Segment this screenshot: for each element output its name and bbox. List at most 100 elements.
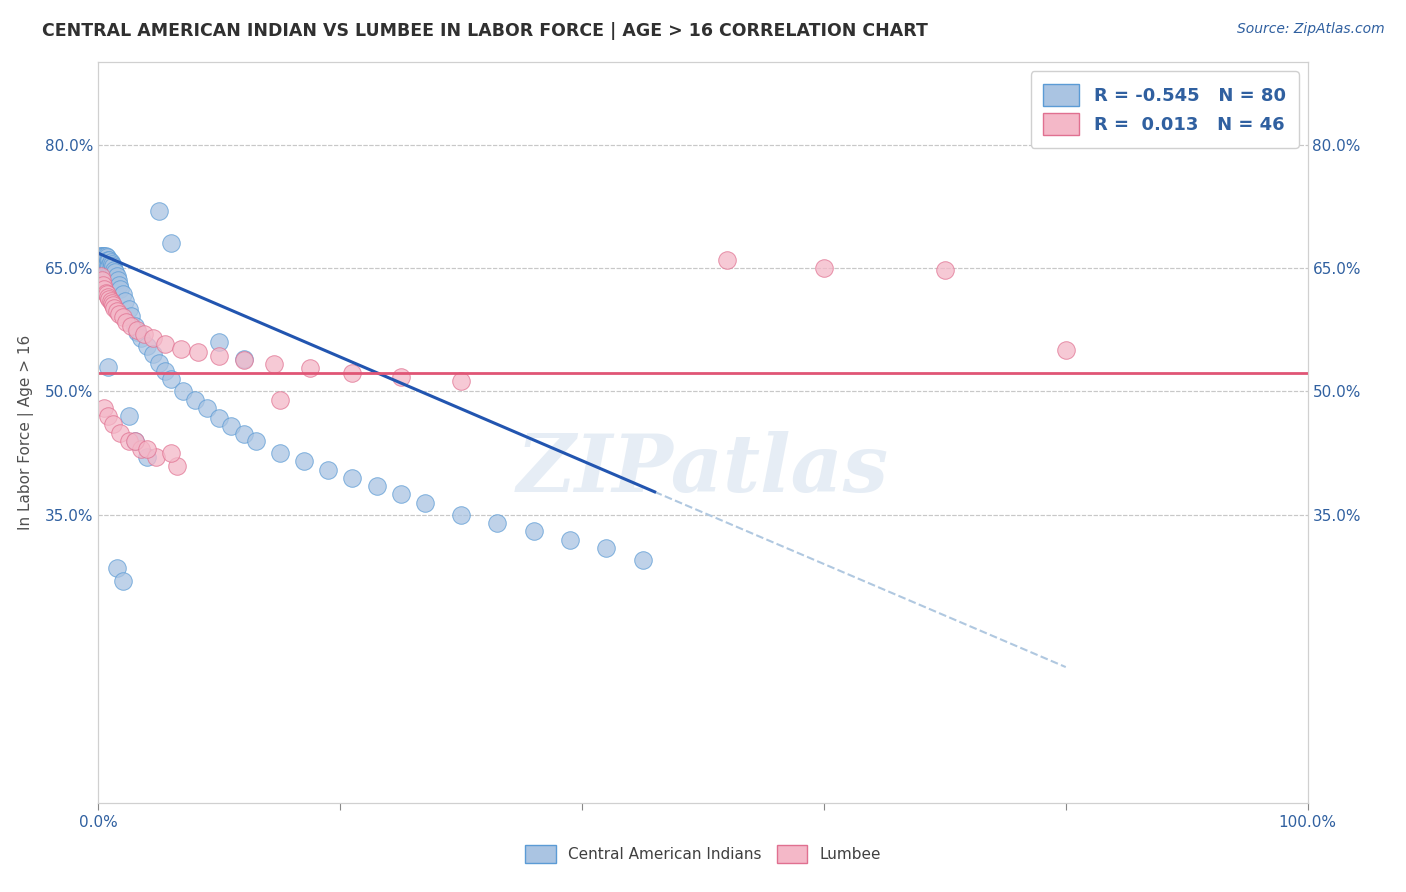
Text: Source: ZipAtlas.com: Source: ZipAtlas.com	[1237, 22, 1385, 37]
Point	[558, 533, 581, 547]
Point	[100, 265, 122, 279]
Point	[187, 345, 209, 359]
Point	[366, 479, 388, 493]
Point	[94, 254, 117, 268]
Point	[389, 487, 412, 501]
Point	[195, 401, 218, 415]
Point	[96, 257, 118, 271]
Point	[450, 374, 472, 388]
Point	[523, 524, 546, 539]
Point	[105, 561, 128, 575]
Point	[450, 508, 472, 522]
Point	[934, 262, 956, 277]
Point	[101, 268, 124, 282]
Point	[342, 366, 364, 380]
Point	[232, 427, 254, 442]
Point	[232, 351, 254, 366]
Point	[1054, 343, 1077, 358]
Point	[93, 261, 115, 276]
Point	[269, 392, 291, 407]
Point	[89, 249, 111, 263]
Point	[98, 268, 121, 282]
Point	[91, 277, 114, 292]
Point	[160, 236, 183, 251]
Point	[100, 269, 122, 284]
Point	[97, 260, 120, 274]
Point	[134, 326, 156, 341]
Point	[342, 471, 364, 485]
Point	[124, 434, 146, 448]
Point	[716, 252, 738, 267]
Point	[97, 252, 120, 267]
Point	[91, 249, 114, 263]
Point	[98, 252, 121, 267]
Point	[118, 409, 141, 424]
Point	[103, 301, 125, 315]
Point	[93, 249, 115, 263]
Point	[108, 277, 131, 292]
Point	[107, 273, 129, 287]
Point	[595, 541, 617, 555]
Point	[96, 287, 118, 301]
Point	[97, 290, 120, 304]
Point	[101, 260, 124, 274]
Point	[100, 295, 122, 310]
Point	[232, 353, 254, 368]
Point	[91, 273, 114, 287]
Point	[105, 269, 128, 284]
Point	[90, 249, 112, 263]
Point	[129, 442, 152, 456]
Point	[111, 574, 134, 588]
Point	[101, 298, 124, 312]
Point	[148, 356, 170, 370]
Point	[91, 261, 114, 276]
Point	[90, 269, 112, 284]
Point	[135, 450, 157, 465]
Point	[631, 553, 654, 567]
Point	[91, 257, 114, 271]
Point	[111, 310, 134, 325]
Text: ZIPatlas: ZIPatlas	[517, 431, 889, 508]
Point	[142, 347, 165, 361]
Point	[129, 331, 152, 345]
Point	[100, 261, 122, 276]
Point	[120, 309, 142, 323]
Point	[91, 252, 114, 267]
Point	[263, 357, 285, 371]
Y-axis label: In Labor Force | Age > 16: In Labor Force | Age > 16	[18, 335, 34, 530]
Point	[148, 203, 170, 218]
Point	[97, 409, 120, 424]
Point	[93, 401, 115, 415]
Point	[208, 349, 231, 363]
Point	[208, 335, 231, 350]
Point	[108, 282, 131, 296]
Legend: Central American Indians, Lumbee: Central American Indians, Lumbee	[519, 839, 887, 869]
Point	[221, 419, 243, 434]
Point	[120, 318, 142, 333]
Point	[100, 254, 122, 268]
Point	[108, 425, 131, 440]
Point	[93, 265, 115, 279]
Point	[124, 318, 146, 333]
Point	[145, 450, 167, 465]
Point	[245, 434, 267, 448]
Point	[91, 252, 114, 267]
Point	[105, 304, 128, 318]
Point	[486, 516, 509, 530]
Point	[166, 458, 188, 473]
Point	[160, 372, 183, 386]
Point	[100, 257, 122, 271]
Point	[90, 252, 112, 267]
Point	[172, 384, 194, 399]
Point	[184, 392, 207, 407]
Point	[118, 434, 141, 448]
Point	[153, 364, 176, 378]
Point	[299, 361, 322, 376]
Point	[413, 495, 436, 509]
Point	[389, 369, 412, 384]
Point	[98, 260, 121, 274]
Point	[94, 285, 117, 300]
Point	[160, 446, 183, 460]
Point	[142, 331, 165, 345]
Point	[97, 359, 120, 374]
